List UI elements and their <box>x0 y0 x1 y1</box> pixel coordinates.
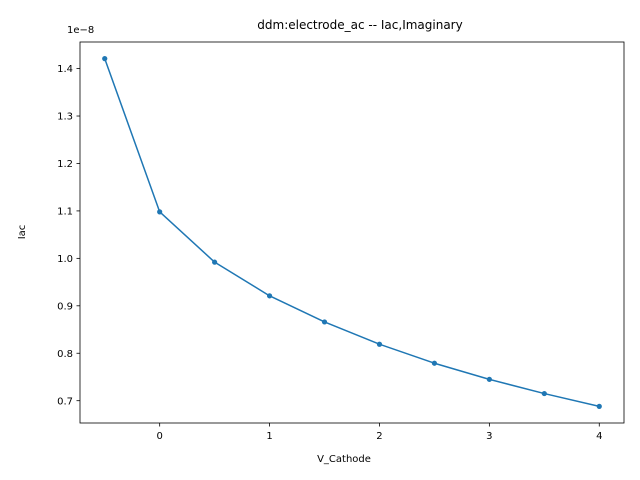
data-point <box>541 390 547 397</box>
y-offset-label: 1e−8 <box>67 25 94 36</box>
y-tick-label: 1.0 <box>57 254 73 265</box>
x-axis-label: V_Cathode <box>317 454 371 465</box>
x-tick-label: 3 <box>486 431 492 442</box>
chart-title: ddm:electrode_ac -- Iac,Imaginary <box>257 18 462 32</box>
y-tick-label: 1.4 <box>57 64 73 75</box>
data-point <box>431 360 438 366</box>
data-point <box>266 293 273 299</box>
y-axis-label: Iac <box>17 225 28 240</box>
series-line <box>104 58 600 408</box>
data-point <box>321 319 328 325</box>
x-tick-label: 1 <box>266 431 272 442</box>
y-tick-label: 0.7 <box>57 396 73 407</box>
y-tick-label: 1.1 <box>57 207 73 218</box>
data-point <box>212 259 218 265</box>
y-tick-label: 0.8 <box>57 349 73 360</box>
y-tick-label: 1.2 <box>57 159 73 170</box>
data-point <box>102 56 108 62</box>
data-point <box>486 376 492 382</box>
data-point <box>596 403 602 409</box>
y-tick-label: 0.9 <box>57 301 73 312</box>
axes-frame <box>79 41 625 424</box>
y-tick-label: 1.3 <box>57 112 73 123</box>
x-tick-label: 2 <box>376 431 382 442</box>
x-tick-label: 0 <box>156 431 162 442</box>
plot-area: 0 1 2 3 4 0.7 0.8 0.9 1.0 1.1 1.2 1.3 1.4 <box>57 41 625 442</box>
data-point <box>157 209 163 215</box>
data-point <box>376 341 383 347</box>
x-tick-label: 4 <box>596 431 602 442</box>
